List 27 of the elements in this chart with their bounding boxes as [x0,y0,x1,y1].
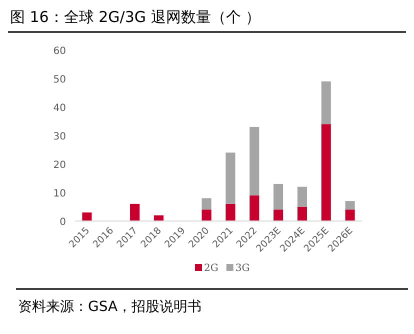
legend-label: 2G [204,263,218,274]
bar [226,152,236,204]
bar [250,126,260,196]
text: 资料来源：GSA，招股说明书 [18,299,202,315]
bar [345,210,355,221]
y-tick-label: 30 [53,132,66,142]
bar [345,201,355,210]
bar [202,210,212,221]
y-tick-label: 0 [60,217,66,228]
bar [297,206,307,221]
bar [297,186,307,207]
bar [202,198,212,210]
bar [82,212,92,221]
y-tick-label: 10 [53,188,66,200]
y-tick-label: 20 [53,160,66,171]
bar [321,81,331,124]
bar [226,204,236,221]
chart-title: 图 16：全球 2G/3G 退网数量（个 ） [10,8,261,26]
bar [250,195,260,221]
y-tick-label: 60 [53,46,66,57]
legend-label: 3G [235,263,250,274]
y-tick-label: 40 [53,103,66,114]
y-tick-label: 50 [53,74,66,86]
bar [274,184,284,210]
bar [321,124,331,221]
bar [130,204,140,221]
bar [274,210,284,221]
